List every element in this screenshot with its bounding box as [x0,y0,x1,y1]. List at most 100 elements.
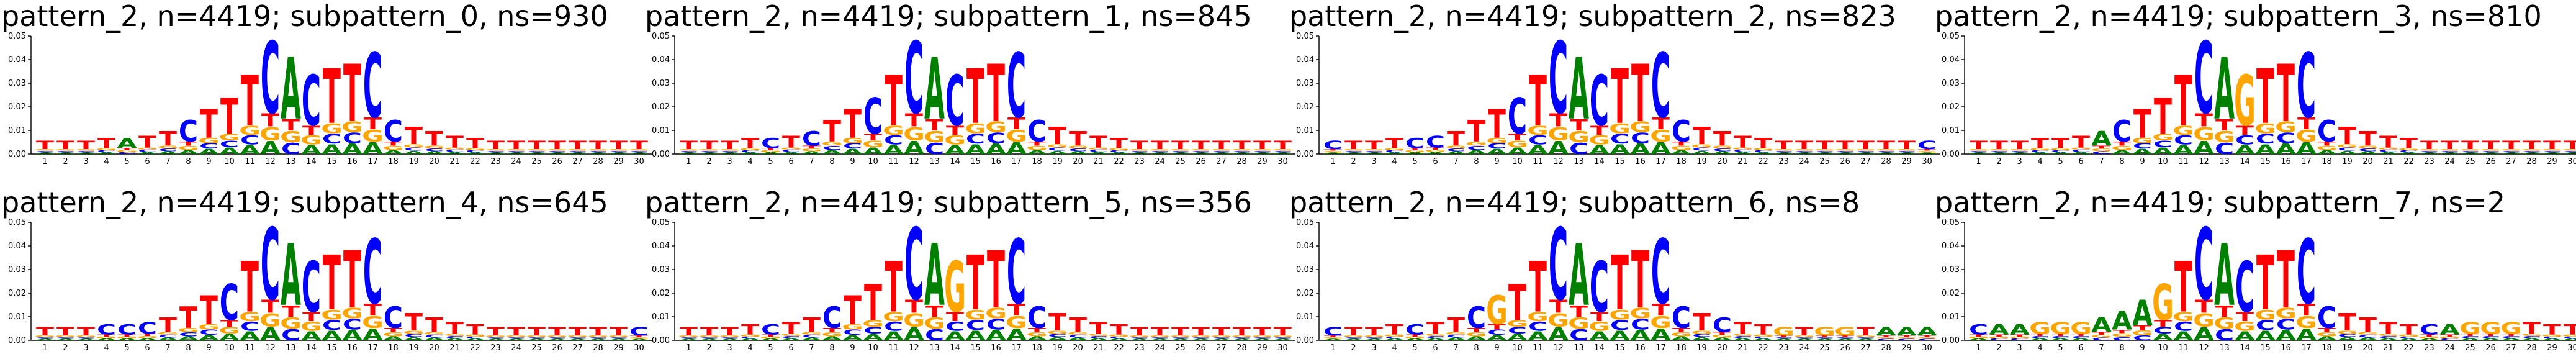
logo-letter-t: T [1274,138,1292,152]
logo-letter-a: A [1170,152,1191,155]
logo-letter-a: A [1272,338,1294,341]
logo-letter-c: C [2542,336,2562,339]
logo-letter-t: T [2502,138,2521,152]
logo-letter-t: T [885,61,903,141]
logo-letter-c: C [179,332,198,338]
logo-letter-c: C [2297,220,2316,324]
x-tick-label: 26 [1196,157,1206,166]
x-tick-label: 25 [2465,157,2475,166]
y-tick-label: 0.04 [1942,242,1960,251]
logo-letter-g: G [218,325,240,335]
logo-letter-g: G [1088,147,1109,150]
x-tick-label: 1 [42,157,47,166]
logo-letter-g: G [2500,320,2522,338]
logo-letter-g: G [300,133,322,147]
logo-letter-g: G [2562,334,2576,337]
logo-letter-c: C [1191,150,1210,153]
logo-letter-c: C [2194,208,2213,322]
logo-letter-c: C [384,301,403,335]
logo-letter-c: C [1109,150,1128,153]
logo-letter-a: A [1968,152,1989,155]
logo-letter-g: G [1896,337,1917,339]
x-tick-label: 10 [1512,343,1523,353]
logo-letter-t: T [2092,332,2110,336]
logo-letter-g: G [2295,127,2317,146]
logo-letter-c: C [2051,150,2070,153]
logo-letter-g: G [2213,315,2235,332]
logo-letter-a: A [740,152,761,155]
logo-letter-g: G [821,332,843,338]
logo-letter-t: T [2154,88,2172,145]
y-tick-label: 0.02 [1296,289,1314,298]
logo-letter-g: G [2541,149,2563,152]
logo-letter-a: A [2398,338,2420,341]
logo-letter-a: A [822,335,842,342]
logo-letter-t: T [2420,334,2439,337]
logo-letter-t: T [1171,138,1190,152]
logo-letter-g: G [1773,149,1795,152]
logo-letter-t: T [446,320,464,338]
logo-letter-t: T [2072,334,2091,337]
x-tick-label: 6 [1433,343,1438,353]
logo-letter-a: A [1671,149,1691,155]
logo-letter-c: C [2399,150,2418,153]
logo-letter-c: C [1549,22,1568,136]
logo-letter-c: C [1273,337,1292,339]
x-tick-label: 25 [1175,157,1186,166]
y-tick-label: 0.00 [1296,150,1314,159]
logo-letter-g: G [505,149,527,152]
logo-letter-a: A [1466,149,1487,155]
logo-letter-a: A [924,226,945,325]
logo-letter-a: A [2378,152,2399,155]
logo-letter-c: C [2030,335,2050,338]
logo-letter-c: C [1364,150,1384,153]
x-tick-label: 1 [1330,343,1335,353]
logo-letter-a: A [883,329,904,343]
logo-letter-t: T [323,240,341,327]
x-tick-label: 24 [2444,343,2455,353]
logo-letter-a: A [904,324,924,345]
x-tick-label: 10 [2158,343,2168,353]
x-tick-label: 27 [2506,157,2516,166]
logo-letter-t: T [1048,122,1066,150]
logo-letter-a: A [801,151,822,155]
logo-letter-a: A [1425,152,1446,155]
logo-letter-a: A [1006,140,1027,158]
logo-letter-t: T [1570,303,1588,320]
x-tick-label: 30 [1277,157,1288,166]
logo-letter-c: C [363,220,382,324]
logo-letter-c: C [1672,114,1691,149]
logo-letter-t: T [1253,138,1272,152]
x-tick-label: 10 [224,343,235,353]
logo-letter-c: C [822,301,842,335]
y-tick-label: 0.05 [652,218,670,227]
logo-letter-t: T [1857,324,1875,338]
y-tick-label: 0.01 [8,126,26,135]
x-tick-label: 1 [1330,157,1335,166]
logo-letter-c: C [1876,150,1896,153]
x-tick-label: 18 [1032,343,1042,353]
logo-letter-g: G [1404,150,1426,153]
logo-letter-g: G [239,309,261,324]
y-tick-label: 0.02 [1296,102,1314,112]
logo-letter-a: A [863,146,884,156]
logo-letter-g: G [2439,336,2461,339]
x-tick-label: 13 [2219,343,2230,353]
logo-letter-t: T [2318,141,2336,147]
logo-letter-g: G [1128,335,1150,338]
logo-letter-g: G [1814,324,1835,338]
panel-title: pattern_2, n=4419; subpattern_3, ns=810 [1935,0,2542,33]
logo-letter-a: A [35,152,56,155]
logo-letter-g: G [862,319,884,329]
x-tick-label: 22 [2403,343,2414,353]
logo-letter-t: T [548,324,567,338]
y-tick-label: 0.00 [1942,336,1960,345]
logo-letter-g: G [1322,337,1344,339]
x-tick-label: 6 [145,343,150,353]
logo-letter-g: G [2357,332,2379,336]
x-tick-label: 19 [2342,343,2353,353]
logo-letter-c: C [700,337,719,339]
x-tick-label: 9 [2140,343,2145,353]
x-tick-label: 25 [2465,343,2475,353]
logo-letter-c: C [1385,336,1404,339]
